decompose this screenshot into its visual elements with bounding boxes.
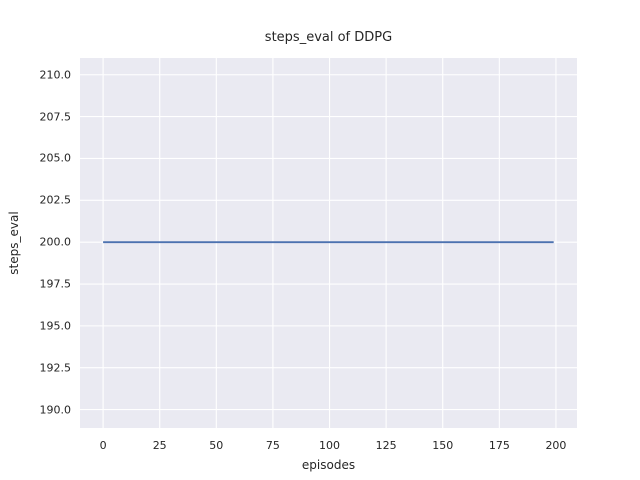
y-tick-label: 195.0 [39, 319, 72, 333]
y-tick-label: 192.5 [39, 361, 72, 375]
chart-title: steps_eval of DDPG [264, 30, 393, 45]
x-tick-label: 50 [209, 439, 224, 452]
y-tick-label: 197.5 [39, 277, 72, 291]
y-tick-label: 205.0 [39, 151, 72, 165]
y-tick-label: 207.5 [39, 110, 72, 124]
y-tick-label: 190.0 [39, 403, 72, 417]
x-tick-label: 25 [152, 439, 167, 452]
x-tick-label: 100 [319, 439, 341, 452]
x-tick-label: 75 [265, 439, 280, 452]
x-tick-label: 0 [99, 439, 107, 452]
y-tick-label: 202.5 [39, 193, 72, 207]
x-tick-label: 200 [545, 439, 567, 452]
x-tick-label: 175 [488, 439, 510, 452]
x-axis-label: episodes [301, 458, 356, 472]
y-tick-label: 210.0 [39, 68, 72, 82]
x-tick-label: 150 [432, 439, 454, 452]
y-tick-label: 200.0 [39, 235, 72, 249]
x-tick-label: 125 [375, 439, 397, 452]
